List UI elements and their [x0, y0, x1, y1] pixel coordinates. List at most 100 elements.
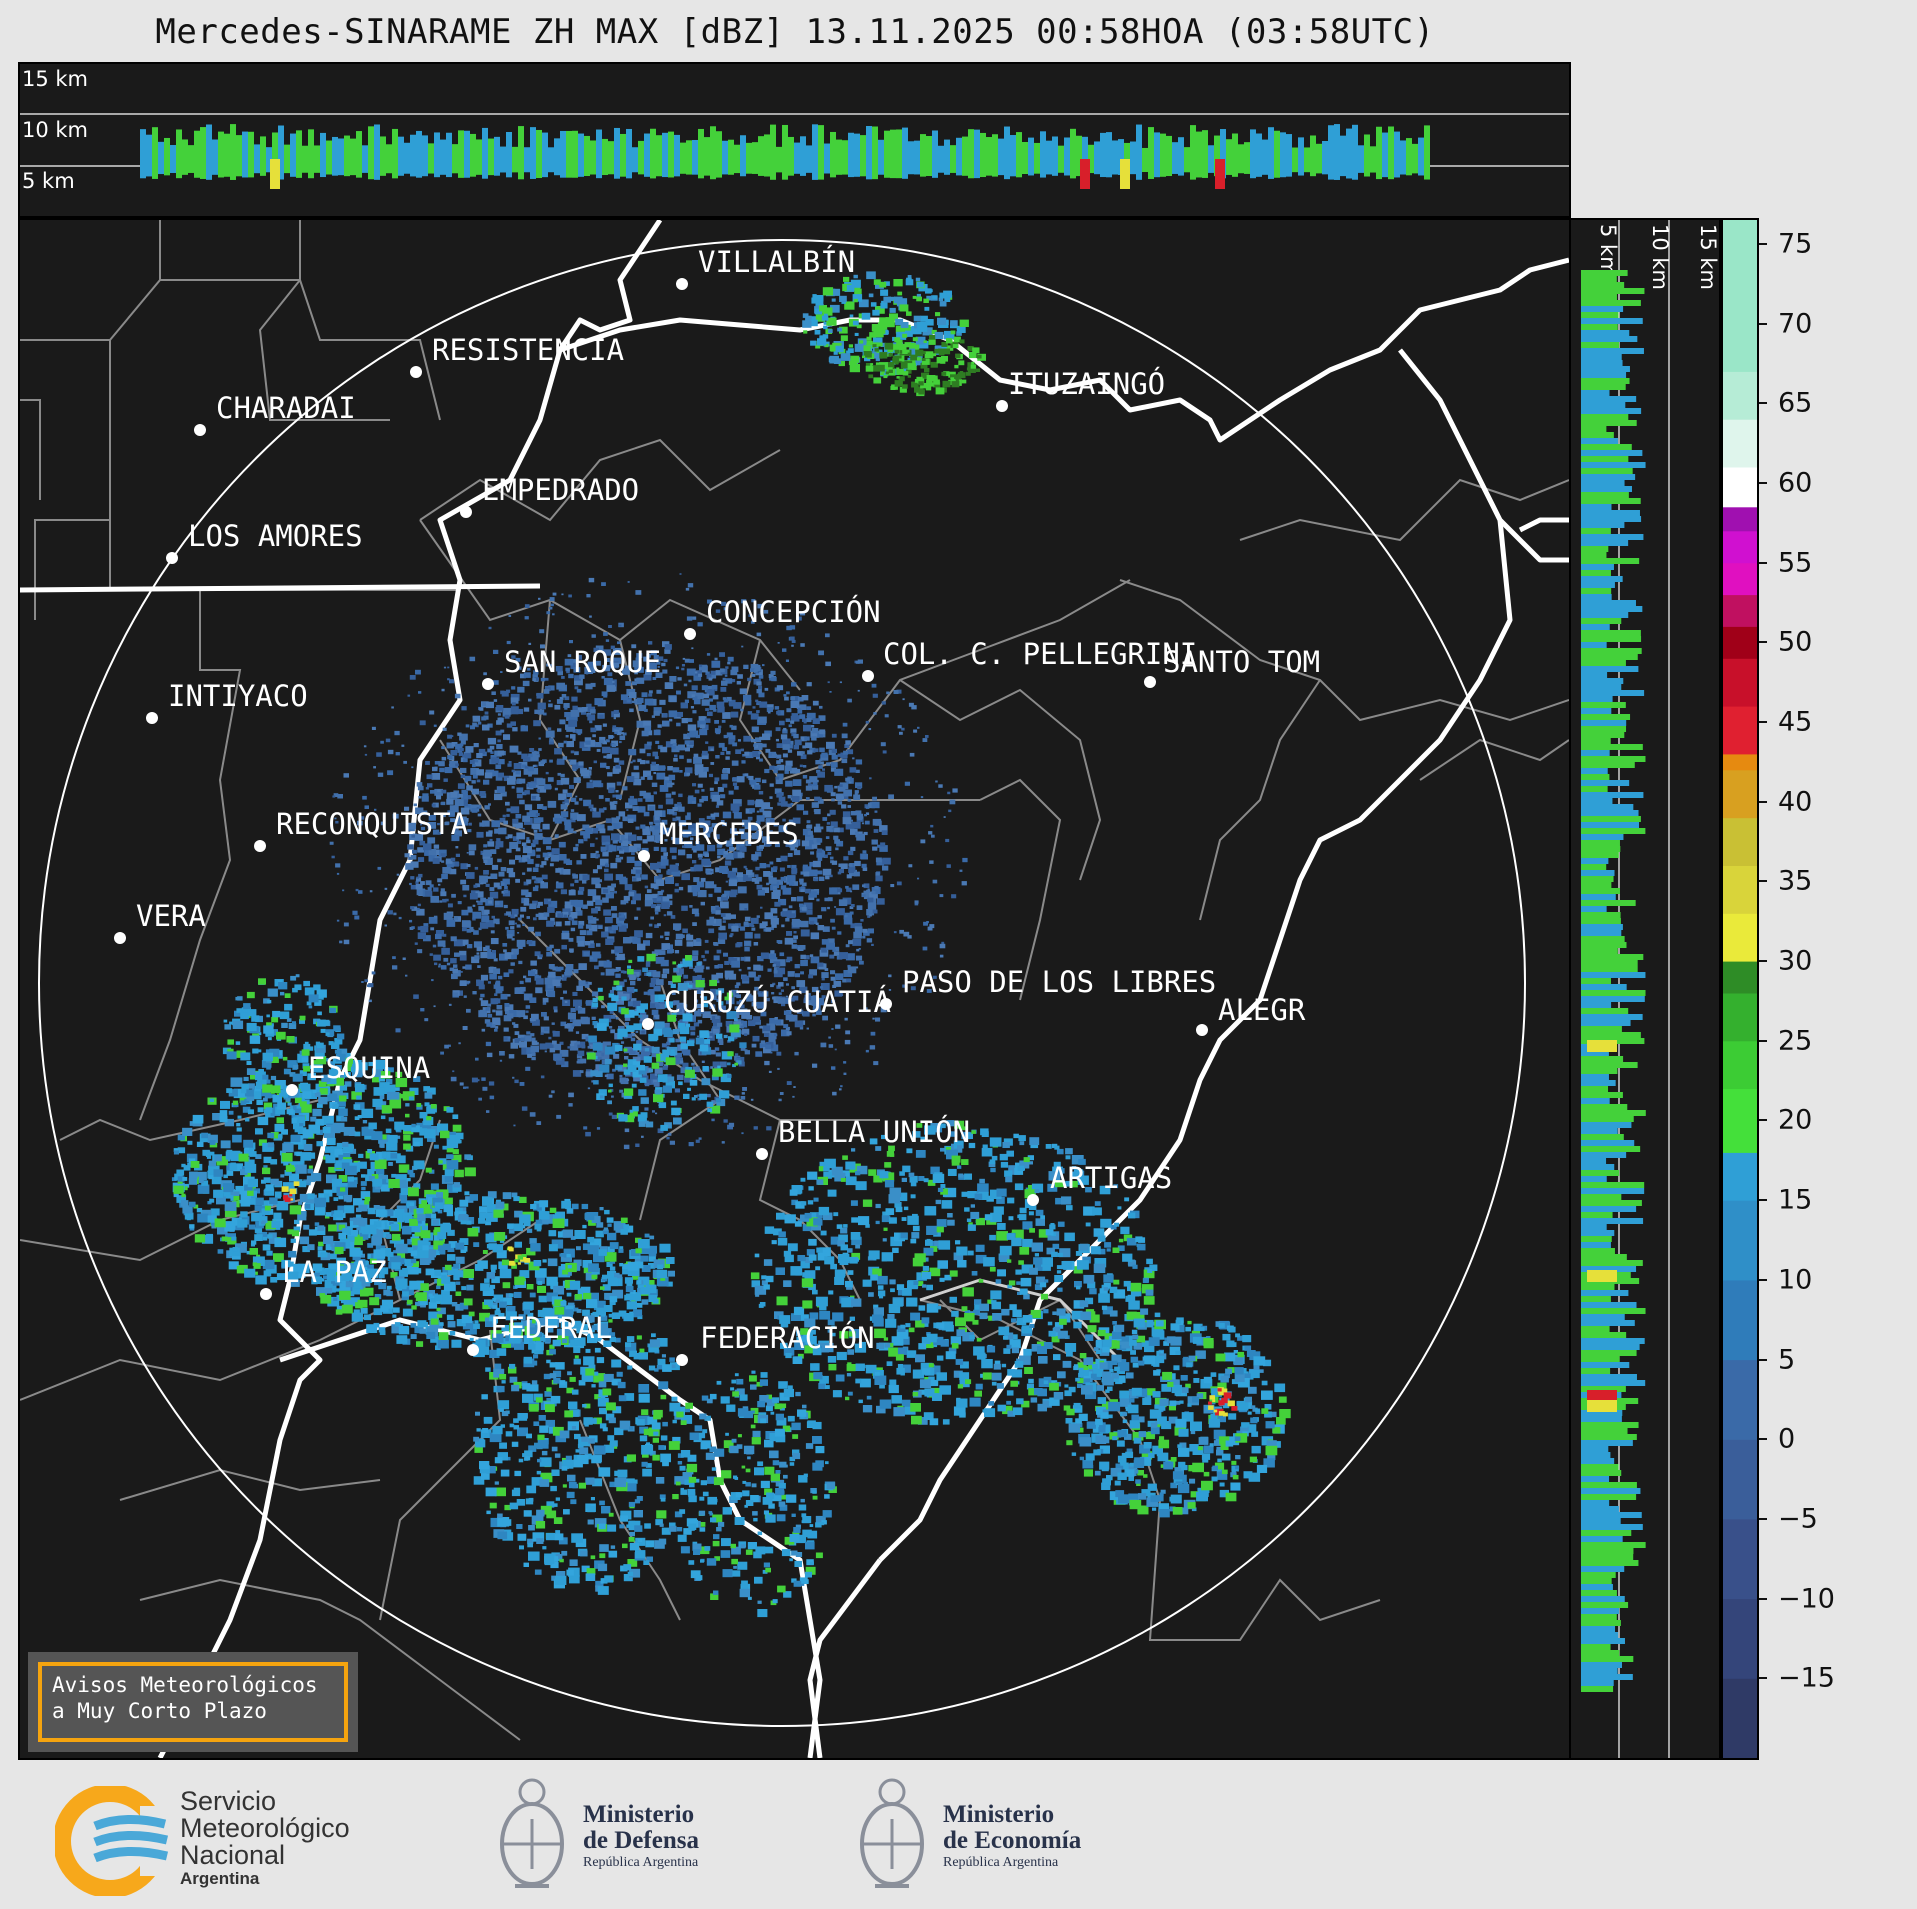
echo-pixel: [656, 1060, 664, 1067]
echo-pixel: [888, 989, 892, 991]
echo-pixel: [469, 926, 474, 931]
echo-pixel: [846, 874, 852, 879]
echo-pixel: [949, 799, 956, 805]
echo-pixel: [596, 943, 601, 947]
echo-pixel: [462, 1026, 468, 1030]
xsection-bar: [938, 145, 944, 173]
echo-pixel: [360, 1253, 365, 1258]
radar-map[interactable]: VILLALBÍN RESISTENCIA CHARADAI ITUZAINGÓ EMP…: [18, 218, 1571, 1760]
echo-pixel: [854, 926, 863, 933]
echo-pixel: [739, 926, 746, 931]
echo-pixel: [734, 786, 739, 790]
echo-pixel: [822, 1015, 828, 1021]
echo-pixel: [493, 918, 500, 924]
echo-pixel: [409, 1223, 421, 1233]
echo-pixel: [644, 899, 654, 907]
echo-pixel: [763, 609, 769, 614]
echo-pixel: [642, 826, 650, 832]
echo-pixel: [682, 928, 688, 933]
echo-pixel: [353, 1198, 363, 1206]
echo-pixel: [730, 711, 739, 718]
echo-pixel: [744, 1050, 750, 1055]
echo-pixel: [440, 1223, 452, 1233]
echo-pixel: [594, 698, 604, 706]
echo-pixel: [708, 928, 715, 934]
echo-pixel: [518, 960, 523, 965]
echo-pixel: [538, 737, 541, 740]
echo-pixel: [681, 905, 688, 911]
echo-pixel: [773, 970, 778, 974]
echo-pixel: [312, 1108, 322, 1117]
echo-pixel: [323, 1275, 328, 1280]
echo-pixel: [590, 709, 596, 714]
echo-pixel: [487, 1013, 493, 1018]
echo-pixel: [723, 952, 728, 957]
echo-pixel: [472, 764, 476, 768]
echo-pixel: [708, 677, 713, 681]
echo-pixel: [731, 925, 739, 932]
echo-pixel: [486, 1110, 490, 1113]
echo-pixel: [476, 946, 483, 952]
echo-pixel: [804, 888, 811, 894]
echo-pixel: [843, 1072, 847, 1075]
echo-pixel: [635, 869, 641, 874]
echo-pixel: [659, 950, 666, 955]
echo-pixel: [882, 857, 891, 865]
echo-pixel: [512, 818, 519, 824]
xsection-bar: [266, 147, 272, 173]
echo-pixel: [478, 906, 485, 911]
echo-pixel: [433, 724, 437, 727]
echo-pixel: [780, 885, 787, 890]
echo-pixel: [753, 942, 759, 946]
echo-pixel: [541, 1012, 547, 1017]
echo-pixel: [335, 820, 339, 824]
echo-pixel: [592, 869, 598, 874]
echo-pixel: [813, 877, 819, 882]
echo-pixel: [423, 935, 431, 942]
echo-pixel: [236, 1127, 242, 1132]
echo-pixel: [797, 697, 804, 702]
echo-pixel: [947, 791, 951, 795]
echo-pixel: [441, 688, 445, 692]
echo-pixel: [374, 808, 377, 811]
echo-pixel: [844, 1039, 851, 1045]
echo-pixel: [683, 841, 693, 849]
echo-pixel: [766, 1126, 772, 1131]
echo-pixel: [533, 817, 541, 824]
xsection-bar: [590, 140, 596, 175]
echo-pixel: [411, 766, 414, 769]
echo-pixel: [604, 678, 609, 683]
echo-pixel: [803, 902, 813, 910]
echo-pixel: [552, 1030, 556, 1034]
echo-pixel: [707, 599, 713, 604]
echo-pixel: [715, 609, 721, 613]
echo-pixel: [588, 804, 594, 809]
echo-pixel: [440, 802, 444, 805]
echo-pixel: [863, 831, 868, 836]
xsection-bar: [494, 136, 500, 176]
echo-pixel: [839, 1088, 842, 1091]
echo-pixel: [510, 1042, 519, 1049]
echo-pixel: [794, 739, 802, 746]
echo-pixel: [753, 743, 763, 750]
echo-pixel: [745, 841, 752, 846]
echo-pixel: [544, 1050, 547, 1053]
echo-pixel: [437, 1339, 449, 1349]
echo-pixel: [427, 887, 432, 891]
echo-pixel: [576, 655, 582, 660]
echo-pixel: [588, 767, 592, 770]
echo-pixel: [206, 1155, 212, 1159]
echo-pixel: [357, 1062, 368, 1071]
echo-pixel: [838, 869, 844, 874]
echo-pixel: [229, 1164, 238, 1170]
echo-pixel: [673, 923, 682, 930]
xsection-bar: [596, 129, 602, 179]
echo-pixel: [414, 1141, 420, 1147]
echo-pixel: [344, 1081, 352, 1087]
echo-pixel: [717, 848, 726, 856]
echo-pixel: [704, 718, 711, 723]
echo-pixel: [744, 916, 751, 922]
echo-pixel: [829, 856, 834, 860]
echo-pixel: [519, 1041, 527, 1048]
echo-pixel: [790, 728, 797, 734]
